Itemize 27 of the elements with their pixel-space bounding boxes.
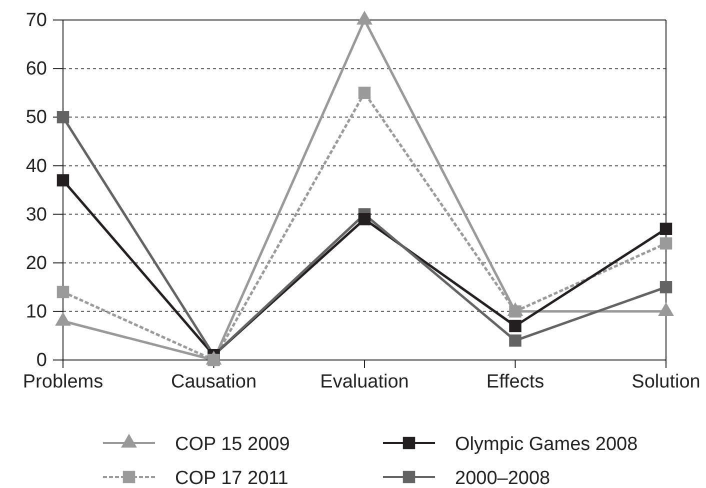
x-tick-label: Problems (22, 371, 104, 392)
x-tick-label: Causation (170, 371, 257, 392)
point (56, 174, 70, 186)
point (660, 222, 672, 235)
point (509, 320, 522, 332)
legend-label: 2000–2008 (455, 468, 550, 488)
point (660, 281, 672, 294)
point (509, 334, 522, 347)
x-tick-label: Solution (632, 371, 700, 392)
x-tick-label: Effects (486, 371, 544, 392)
point (358, 86, 371, 99)
legend-label: COP 17 2011 (175, 468, 288, 488)
legend-label: COP 15 2009 (175, 434, 290, 455)
y-tick-label: 40 (26, 156, 47, 177)
y-tick-label: 10 (26, 302, 47, 323)
y-tick-label: 30 (26, 204, 47, 226)
y-tick-label: 70 (26, 10, 47, 32)
point (56, 286, 70, 298)
y-tick-label: 20 (26, 252, 47, 274)
point (358, 213, 371, 226)
point (660, 237, 672, 250)
y-tick-label: 50 (26, 107, 47, 128)
y-tick-label: 60 (26, 58, 47, 80)
point (56, 111, 70, 124)
x-tick-label: Evaluation (320, 371, 409, 392)
y-tick-label: 0 (36, 350, 47, 372)
legend-label: Olympic Games 2008 (455, 434, 638, 455)
